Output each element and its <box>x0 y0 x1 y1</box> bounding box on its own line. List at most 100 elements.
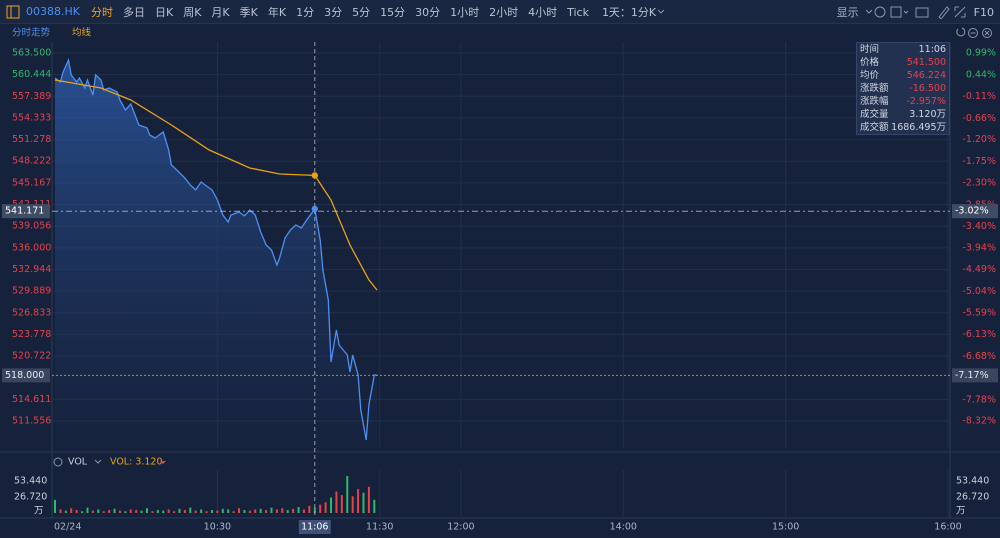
period-tab[interactable]: Tick <box>567 5 589 19</box>
info-value: 546.224 <box>906 70 946 81</box>
volume-bar <box>367 486 370 513</box>
volume-bar <box>292 508 295 513</box>
y-tick-label: 520.722 <box>12 351 51 362</box>
average-line <box>54 79 378 291</box>
volume-unit: 万 <box>956 506 966 517</box>
y2-tick-label: -0.11% <box>962 91 996 102</box>
y2-tick-label: -1.75% <box>962 156 996 167</box>
y2-tick-label: -0.66% <box>962 113 996 124</box>
info-panel: 时间 11:06 价格 541.500 均价 546.224 涨跌额 -16.500 涨跌幅 -2… <box>856 42 950 135</box>
volume-bar <box>146 508 149 513</box>
info-value: 11:06 <box>918 44 946 55</box>
volume-bar <box>351 496 354 513</box>
volume-bar <box>173 511 176 513</box>
y-tick-label: 554.333 <box>12 112 51 123</box>
volume-tick-label: 26.720 <box>956 492 989 503</box>
volume-tick-label: 26.720 <box>14 492 47 503</box>
info-value: -16.500 <box>909 83 946 94</box>
volume-bar <box>59 509 62 513</box>
volume-bar <box>70 508 73 513</box>
period-tab[interactable]: 30分 <box>415 5 441 19</box>
draw-icon[interactable] <box>938 6 950 19</box>
volume-arrow[interactable] <box>160 461 166 464</box>
volume-bar <box>75 510 78 513</box>
period-tab[interactable]: 3分 <box>324 5 343 19</box>
info-row: 成交额 1686.495万 <box>857 121 949 134</box>
legend-item[interactable]: 分时走势 <box>12 27 51 39</box>
period-tab[interactable]: 2小时 <box>489 5 519 19</box>
axis-tag: 518.000 <box>5 370 44 381</box>
x-tick-label: 16:00 <box>934 522 961 533</box>
y-tick-label: 548.222 <box>12 156 51 167</box>
period-tab[interactable]: 4小时 <box>528 5 558 19</box>
fullscreen-icon[interactable] <box>954 6 966 18</box>
crosshair-dot <box>311 205 318 213</box>
f10-button[interactable]: F10 <box>973 5 994 19</box>
period-tab[interactable]: 年K <box>267 5 287 19</box>
info-value: 1686.495万 <box>891 122 946 133</box>
volume-bar <box>205 511 208 513</box>
toolbar-tools: 显示 F10 <box>837 0 994 24</box>
layout-icon[interactable] <box>890 6 902 18</box>
period-tab[interactable]: 分时 <box>90 5 113 19</box>
period-tab[interactable]: 1分 <box>296 5 315 19</box>
overlay: 518.000 -7.17% 541.171 -3.02% 11:06 <box>2 42 998 534</box>
period-tab[interactable]: 1小时 <box>450 5 480 19</box>
info-key: 均价 <box>860 70 880 81</box>
info-row: 时间 11:06 <box>857 43 949 56</box>
symbol[interactable]: 00388.HK <box>26 5 80 18</box>
volume-bar <box>335 491 338 513</box>
y-tick-label: 536.000 <box>12 242 51 253</box>
sidebar-toggle[interactable] <box>6 5 20 19</box>
info-key: 成交额 <box>860 122 889 133</box>
y2-tick-label: -1.20% <box>962 134 996 145</box>
axis-tag-box <box>2 204 50 219</box>
period-tab[interactable]: 周K <box>183 5 202 19</box>
period-select[interactable]: 1天：1分K <box>601 5 657 19</box>
y-tick-label: 523.778 <box>12 329 51 340</box>
zoom-out-icon[interactable] <box>968 28 978 38</box>
close-icon[interactable] <box>982 28 992 38</box>
axis-tag-box <box>298 520 331 534</box>
volume-bar <box>373 499 376 513</box>
period-dropdown[interactable] <box>656 7 666 17</box>
price-line <box>54 57 378 441</box>
period-tab[interactable]: 季K <box>239 5 258 19</box>
volume-dropdown[interactable] <box>94 459 102 464</box>
y-tick-label: 563.500 <box>12 47 51 58</box>
period-tab[interactable]: 日K <box>154 5 174 19</box>
info-row: 涨跌额 -16.500 <box>857 82 949 95</box>
volume-bar <box>81 511 84 513</box>
camera-icon[interactable] <box>915 7 929 18</box>
volume-bar <box>140 510 143 513</box>
display-menu[interactable]: 显示 <box>836 6 859 19</box>
volume-bar <box>129 509 132 513</box>
volume-bar <box>135 510 138 513</box>
volume-bar <box>265 510 268 513</box>
volume-bar <box>54 499 56 513</box>
pane-controls <box>956 27 992 38</box>
period-tab[interactable]: 5分 <box>352 5 371 19</box>
volume-bar <box>151 511 154 513</box>
display-dropdown[interactable] <box>865 9 873 14</box>
volume-bar <box>248 510 251 513</box>
info-key: 成交量 <box>860 109 889 120</box>
reset-icon[interactable] <box>956 27 966 37</box>
legend: 分时走势 均线 <box>12 27 92 39</box>
period-tab[interactable]: 15分 <box>380 5 406 19</box>
info-value: 541.500 <box>906 57 946 68</box>
period-tab[interactable]: 月K <box>211 5 230 19</box>
volume-bar <box>124 511 127 513</box>
layout-dropdown[interactable] <box>903 10 909 14</box>
legend-item[interactable]: 均线 <box>72 27 92 39</box>
y2-tick-label: -5.59% <box>962 308 996 319</box>
x-tick-label: 10:30 <box>204 522 231 533</box>
x-tick-label: 12:00 <box>447 522 474 533</box>
x-tick-label: 14:00 <box>610 522 637 533</box>
volume-bar <box>281 508 284 513</box>
volume-bar <box>194 510 197 513</box>
volume-icon[interactable] <box>53 457 63 467</box>
info-key: 价格 <box>860 57 880 68</box>
settings-icon[interactable] <box>874 6 886 18</box>
period-tab[interactable]: 多日 <box>122 5 145 19</box>
